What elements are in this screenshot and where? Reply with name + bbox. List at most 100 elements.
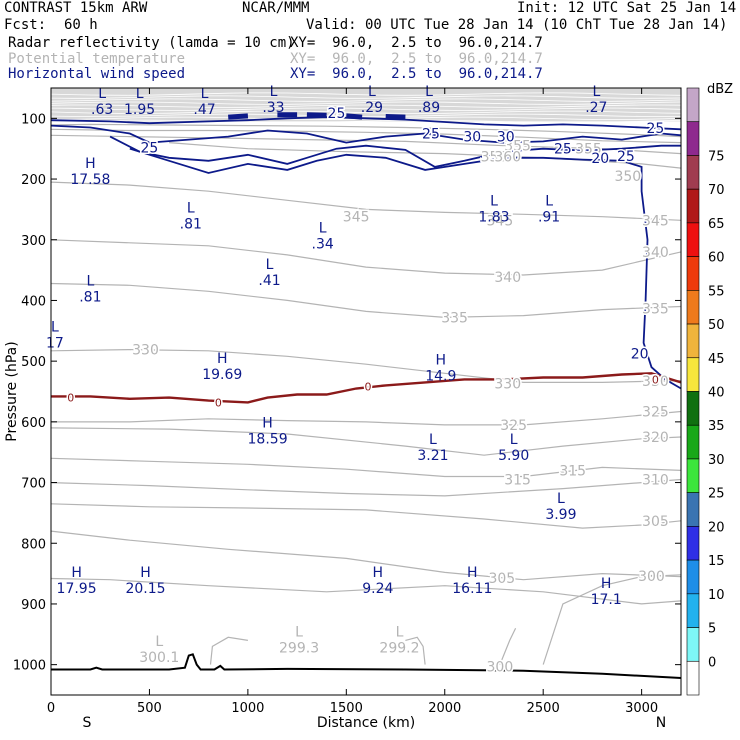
colorbar-swatch bbox=[686, 121, 700, 156]
extremum-letter: L bbox=[319, 221, 327, 237]
forecast-label: Fcst: bbox=[4, 17, 47, 33]
stratosphere-isentrope bbox=[50, 92, 682, 96]
freezing-line bbox=[51, 372, 682, 404]
extremum-value: .81 bbox=[79, 290, 101, 306]
colorbar-swatch bbox=[686, 492, 700, 527]
colorbar-unit: dBZ bbox=[707, 82, 733, 97]
extremum-letter: L bbox=[510, 432, 518, 448]
x-tick-label: 2000 bbox=[428, 701, 461, 716]
theta-contour-label: 325 bbox=[500, 418, 527, 434]
colorbar-label: 55 bbox=[708, 284, 725, 299]
wind-contour-label: 25 bbox=[617, 149, 635, 165]
stratosphere-isentrope bbox=[50, 104, 682, 108]
colorbar-swatch bbox=[686, 391, 700, 426]
wind-contour-label: 20 bbox=[591, 151, 609, 167]
colorbar-swatch bbox=[686, 660, 700, 696]
x-tick-label: 500 bbox=[137, 701, 162, 716]
wind-contour-label: 25 bbox=[141, 140, 159, 156]
colorbar-swatch bbox=[686, 424, 700, 460]
extremum-value: 9.24 bbox=[362, 581, 393, 597]
y-tick-label: 800 bbox=[21, 537, 46, 552]
field-reflectivity-label: Radar reflectivity (lamda = 10 cm) bbox=[8, 35, 295, 51]
theta-contour-label: 330 bbox=[642, 374, 669, 390]
colorbar-swatch bbox=[686, 357, 700, 392]
extremum-letter: L bbox=[51, 320, 59, 336]
colorbar-label: 10 bbox=[708, 588, 725, 603]
extremum-letter: L bbox=[266, 257, 274, 273]
extremum-letter: L bbox=[396, 624, 404, 640]
y-tick-label: 700 bbox=[21, 477, 46, 492]
extremum-value: .41 bbox=[258, 273, 280, 289]
extremum-letter: L bbox=[155, 634, 163, 650]
extremum-value: 17.1 bbox=[591, 592, 622, 608]
theta-isentrope bbox=[50, 123, 682, 138]
colorbar-label: 15 bbox=[708, 554, 725, 569]
extremum-value: 1.95 bbox=[124, 102, 155, 118]
theta-contour-label: 355 bbox=[575, 142, 602, 158]
theta-contour-label: 330 bbox=[494, 377, 521, 393]
extremum-letter: L bbox=[425, 84, 433, 100]
extremum-letter: L bbox=[592, 84, 600, 100]
extremum-value: 17.58 bbox=[70, 172, 110, 188]
colorbar: dBZ 0 5 10 15 20 25 30 35 40 45 50 55 60 65 70 75 bbox=[686, 82, 733, 696]
theta-contour-label: 340 bbox=[494, 270, 521, 286]
extremum-letter: H bbox=[85, 156, 96, 172]
colorbar-label: 30 bbox=[708, 453, 725, 468]
colorbar-swatch bbox=[686, 323, 700, 359]
colorbar-swatch bbox=[686, 559, 700, 595]
theta-contour-label: 305 bbox=[488, 571, 515, 587]
valid-time: Valid: 00 UTC Tue 28 Jan 14 (10 ChT Tue … bbox=[306, 17, 728, 33]
y-tick-label: 100 bbox=[21, 112, 46, 127]
forecast-hour: 60 h bbox=[64, 17, 98, 33]
theta-contour-label: 340 bbox=[642, 245, 669, 261]
extremum-value: .27 bbox=[585, 100, 607, 116]
jet-core bbox=[385, 114, 406, 120]
extremum-value: 20.15 bbox=[125, 581, 165, 597]
theta-contour-label: 350 bbox=[481, 150, 508, 166]
theta-contour-label: 350 bbox=[614, 169, 641, 185]
theta-contour-label: 335 bbox=[441, 310, 468, 326]
theta-contour-label: 335 bbox=[642, 301, 669, 317]
theta-contour-label: 300 bbox=[638, 569, 665, 585]
colorbar-swatch bbox=[686, 593, 700, 628]
theta-contour-label: 305 bbox=[642, 514, 669, 530]
wind-contour-label: 30 bbox=[463, 130, 481, 146]
field-wind-xy: XY= 96.0, 2.5 to 96.0,214.7 bbox=[290, 66, 543, 82]
colorbar-label: 5 bbox=[708, 622, 716, 637]
theta-contour-label: 355 bbox=[504, 139, 531, 155]
theta-contour-label: 325 bbox=[642, 405, 669, 421]
extremum-letter: L bbox=[429, 432, 437, 448]
extremum-value: 17 bbox=[46, 336, 64, 352]
extremum-value: .34 bbox=[312, 237, 334, 253]
extremum-letter: L bbox=[201, 86, 209, 102]
contour-labels: 350 345 345 345 340 340 335 335 330 330 330 325 325 3… bbox=[66, 104, 671, 677]
theta-isentrope bbox=[50, 478, 682, 497]
org-label: NCAR/MMM bbox=[242, 0, 310, 16]
extremum-letter: H bbox=[601, 576, 612, 592]
theta-isentrope bbox=[50, 503, 682, 529]
stratosphere-isentrope bbox=[50, 101, 682, 105]
wind-contours bbox=[50, 112, 682, 390]
theta-isentrope bbox=[405, 636, 426, 665]
colorbar-label: 75 bbox=[708, 149, 725, 164]
wind-contour-label: 25 bbox=[554, 142, 572, 158]
extremum-value: 1.83 bbox=[478, 209, 509, 225]
extremum-letter: L bbox=[270, 84, 278, 100]
colorbar-label: 35 bbox=[708, 419, 725, 434]
jet-core bbox=[306, 112, 327, 118]
plot-frame bbox=[50, 87, 682, 696]
theta-isentrope bbox=[169, 142, 682, 169]
extremum-value: .47 bbox=[193, 102, 215, 118]
extremum-letter: H bbox=[436, 352, 447, 368]
y-tick-label: 400 bbox=[21, 294, 46, 309]
theta-isentrope bbox=[50, 530, 682, 581]
colorbar-label: 60 bbox=[708, 251, 725, 266]
freezing-contour-label: 0 bbox=[67, 392, 74, 405]
y-tick-label: 200 bbox=[21, 173, 46, 188]
theta-contour-label: 320 bbox=[642, 430, 669, 446]
extremum-value: 19.69 bbox=[202, 367, 242, 383]
extremum-letter: H bbox=[140, 565, 151, 581]
theta-isentrope bbox=[50, 239, 682, 276]
theta-contour-label: 315 bbox=[559, 463, 586, 479]
